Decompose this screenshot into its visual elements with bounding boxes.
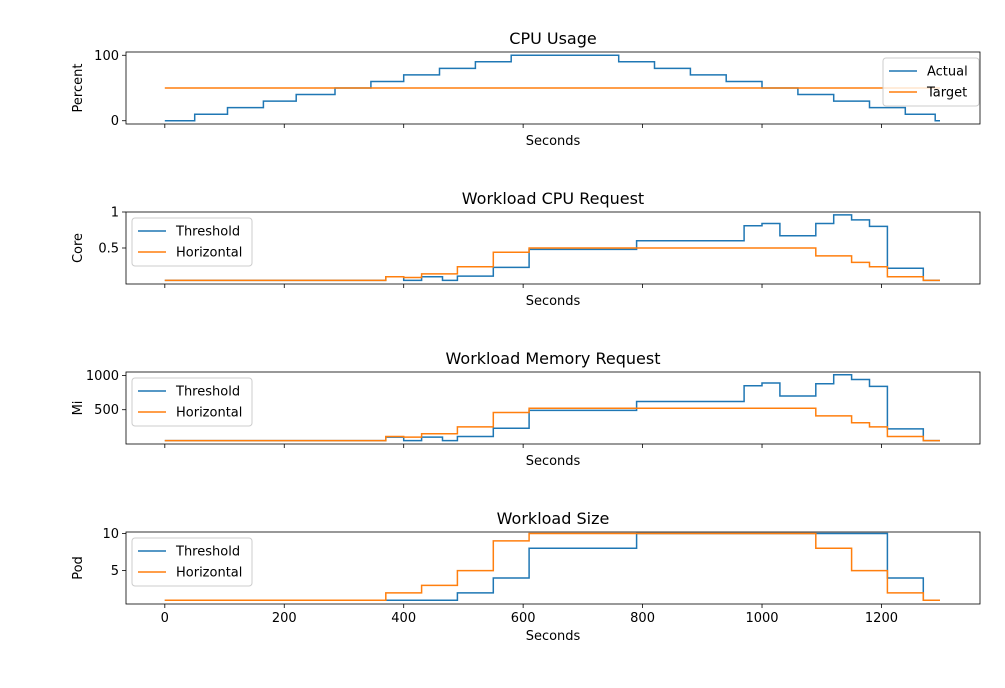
subplot-title: Workload CPU Request xyxy=(462,189,644,208)
legend-label: Threshold xyxy=(175,385,240,400)
x-tick-label: 400 xyxy=(391,611,416,626)
legend-label: Horizontal xyxy=(176,406,242,421)
legend: Threshold Horizontal xyxy=(131,377,253,427)
axes-frame xyxy=(125,51,981,125)
series-line-horizontal xyxy=(164,407,940,442)
y-tick-label: 10 xyxy=(102,527,119,542)
subplot-3: Workload Memory Request Seconds 500 1000 Mi T… xyxy=(71,349,981,469)
legend-frame xyxy=(131,537,253,587)
legend-label: Threshold xyxy=(175,225,240,240)
series-line-actual xyxy=(164,54,940,122)
subplot-title: Workload Memory Request xyxy=(446,349,661,368)
legend-label: Threshold xyxy=(175,545,240,560)
x-tick-label: 1000 xyxy=(745,611,778,626)
x-tick-label: 800 xyxy=(630,611,655,626)
series-line-horizontal xyxy=(164,532,940,602)
y-axis-label: Mi xyxy=(71,401,86,416)
series-line-horizontal xyxy=(164,247,940,282)
axes-frame xyxy=(125,211,981,285)
y-tick-label: 0 xyxy=(111,114,119,129)
legend: Threshold Horizontal xyxy=(131,537,253,587)
series-line-threshold xyxy=(164,532,940,602)
x-tick-label: 0 xyxy=(161,611,169,626)
y-tick-label: 0.5 xyxy=(98,242,119,257)
y-tick-label: 1000 xyxy=(86,369,119,384)
y-axis-label: Pod xyxy=(71,556,86,580)
subplot-4: Workload Size 0 200 400 600 800 1000 1200 Second… xyxy=(71,509,981,644)
legend-label: Horizontal xyxy=(176,246,242,261)
x-axis-label: Seconds xyxy=(526,294,581,309)
legend-label: Actual xyxy=(927,65,968,80)
x-tick-label: 200 xyxy=(272,611,297,626)
legend-frame xyxy=(131,217,253,267)
x-tick-label: 600 xyxy=(511,611,536,626)
legend: Actual Target xyxy=(882,57,980,107)
subplot-2: Workload CPU Request Seconds 0.5 1 Core Thres… xyxy=(71,189,981,309)
y-axis-label: Percent xyxy=(71,64,86,113)
legend-label: Horizontal xyxy=(176,566,242,581)
y-tick-label: 1 xyxy=(111,206,119,221)
x-axis-label: Seconds xyxy=(526,134,581,149)
x-tick-label: 1200 xyxy=(865,611,898,626)
axes-frame xyxy=(125,371,981,445)
legend-frame xyxy=(882,57,980,107)
y-axis-label: Core xyxy=(71,233,86,263)
x-axis-label: Seconds xyxy=(526,629,581,644)
y-tick-label: 5 xyxy=(111,564,119,579)
x-axis-label: Seconds xyxy=(526,454,581,469)
legend-label: Target xyxy=(926,86,967,101)
legend: Threshold Horizontal xyxy=(131,217,253,267)
subplot-title: Workload Size xyxy=(497,509,610,528)
axes-frame xyxy=(125,531,981,605)
subplot-1: CPU Usage Seconds 0 100 Percent Actual Target xyxy=(71,29,981,149)
y-tick-label: 500 xyxy=(94,403,119,418)
legend-frame xyxy=(131,377,253,427)
y-tick-label: 100 xyxy=(94,49,119,64)
subplot-title: CPU Usage xyxy=(509,29,596,48)
